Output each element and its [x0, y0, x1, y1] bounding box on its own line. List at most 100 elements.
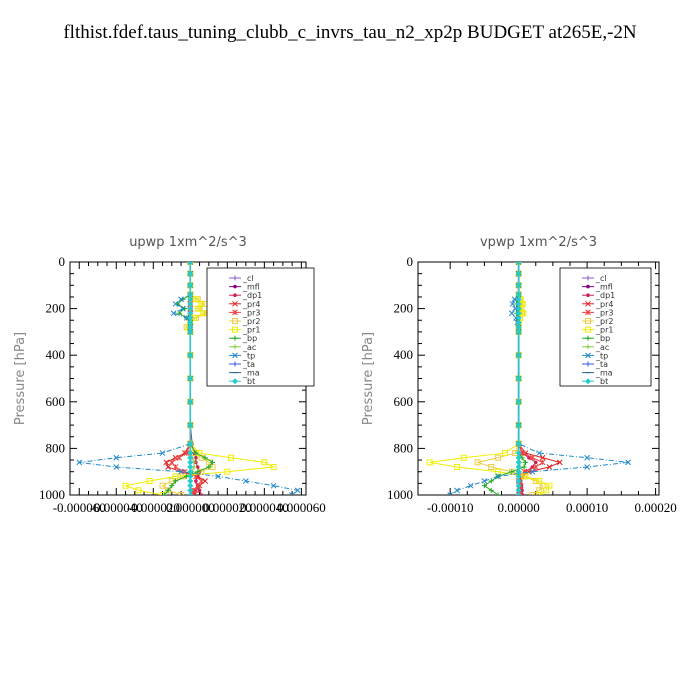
x-tick-label: -0.000060 [53, 500, 106, 515]
data-point [187, 459, 194, 466]
data-point [515, 375, 522, 382]
data-point [187, 291, 194, 298]
series-pr4 [163, 262, 208, 495]
data-point [515, 468, 522, 475]
data-point [294, 487, 301, 494]
legend-label: _pr3 [595, 308, 613, 317]
data-point [515, 422, 522, 429]
data-point [159, 492, 166, 495]
data-point [515, 296, 522, 303]
legend-label: _pr1 [595, 326, 613, 335]
data-point [467, 482, 474, 489]
data-point [515, 459, 522, 466]
y-tick-label: 1000 [387, 487, 413, 502]
data-point [270, 464, 277, 471]
data-point [187, 310, 194, 317]
data-point [198, 300, 205, 307]
data-point [515, 464, 522, 471]
data-point [113, 454, 120, 461]
x-tick-label: 0.00010 [566, 500, 608, 515]
legend-marker [585, 318, 591, 324]
y-tick-label: 800 [46, 440, 66, 455]
series-pr1 [426, 262, 553, 495]
data-point [199, 493, 204, 495]
data-point [488, 464, 495, 471]
data-point [224, 468, 231, 475]
data-point [76, 459, 83, 466]
legend-box [206, 267, 315, 387]
legend-marker [585, 352, 591, 359]
legend-marker [232, 344, 238, 350]
data-point [193, 450, 199, 456]
data-point [515, 440, 522, 447]
data-point [183, 315, 190, 321]
data-point [515, 300, 522, 307]
legend-marker [232, 361, 238, 367]
data-point [180, 305, 186, 312]
page-title: flthist.fdef.taus_tuning_clubb_c_invrs_t… [63, 22, 637, 43]
legend: _cl_mfl_dp1_pr4_pr3_pr2_pr1_bp_ac_tp_ta_… [206, 267, 315, 387]
legend-marker [585, 326, 591, 333]
series-group [426, 262, 632, 495]
data-point [515, 398, 522, 405]
data-point [187, 422, 194, 429]
data-point [584, 464, 590, 470]
series-bt [187, 262, 194, 495]
data-point [187, 492, 194, 495]
data-point [515, 478, 522, 485]
legend-label: _pr2 [242, 317, 260, 326]
series-line [518, 262, 562, 495]
data-point [202, 455, 208, 461]
legend-marker [586, 284, 590, 289]
y-axis-label: Pressure [hPa] [361, 332, 376, 425]
data-point [172, 464, 179, 470]
data-point [187, 262, 194, 265]
data-point [508, 310, 515, 317]
data-point [515, 324, 522, 331]
data-point [176, 454, 183, 461]
data-point [187, 270, 194, 277]
legend-marker [586, 293, 590, 298]
data-point [511, 296, 518, 303]
data-point [194, 482, 201, 489]
data-point [515, 482, 522, 489]
data-point [187, 300, 194, 307]
y-tick-label: 600 [394, 394, 414, 409]
data-point [146, 478, 153, 485]
data-point [495, 492, 501, 495]
legend: _cl_mfl_dp1_pr4_pr3_pr2_pr1_bp_ac_tp_ta_… [559, 267, 652, 387]
legend-label: _pr2 [595, 317, 613, 326]
data-point [512, 305, 519, 312]
legend-label: _tp [595, 351, 608, 360]
data-point [584, 454, 590, 461]
data-point [200, 310, 207, 317]
data-point [460, 454, 467, 461]
data-point [539, 459, 546, 466]
data-point [187, 464, 194, 471]
data-point [187, 324, 194, 331]
x-tick-label: 0.000000 [166, 500, 215, 515]
data-point [529, 492, 536, 495]
y-axis-label: Pressure [hPa] [13, 332, 28, 425]
data-point [187, 482, 194, 489]
data-point [515, 352, 522, 359]
legend-marker [585, 361, 591, 367]
y-tick-label: 400 [46, 347, 66, 362]
data-point [515, 450, 522, 457]
data-point [173, 478, 179, 484]
data-point [183, 450, 190, 456]
data-point [556, 459, 563, 466]
x-tick-label: -0.000020 [127, 500, 180, 515]
data-point [536, 492, 543, 495]
data-point [539, 454, 546, 461]
data-point [176, 310, 182, 316]
x-tick-label: -0.00010 [427, 500, 474, 515]
data-point [454, 464, 461, 471]
legend-label: _ma [595, 369, 613, 378]
data-point [206, 464, 212, 470]
y-tick-label: 800 [394, 440, 414, 455]
series-pr3 [168, 262, 205, 495]
data-point [481, 483, 487, 489]
data-point [197, 488, 202, 493]
